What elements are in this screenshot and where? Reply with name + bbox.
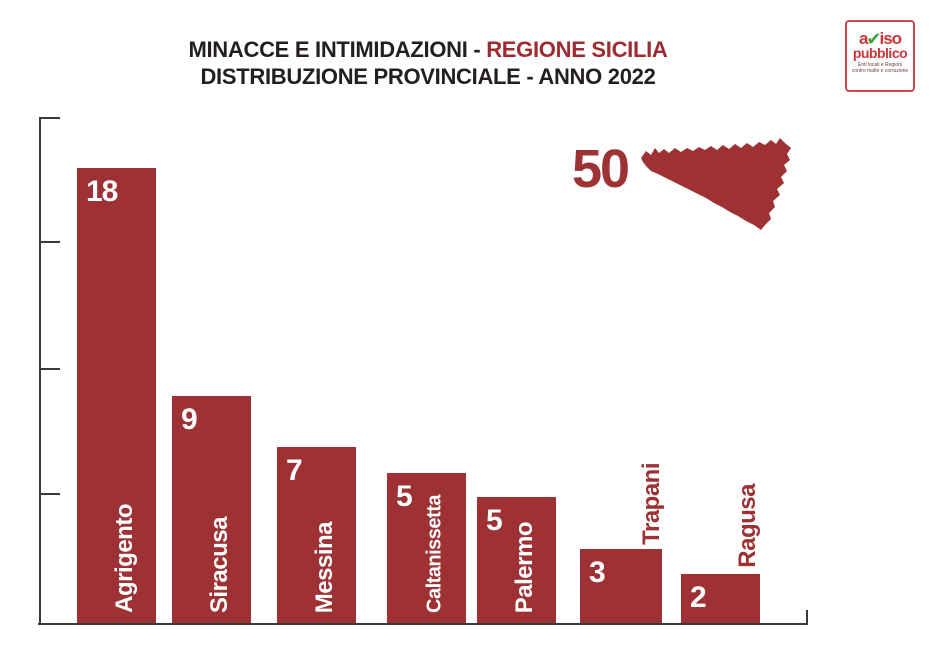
bar-value: 7	[286, 454, 303, 487]
bar-value: 5	[486, 504, 503, 537]
bar-value: 9	[181, 403, 198, 436]
bar-palermo: 5 Palermo	[477, 497, 556, 623]
avviso-pubblico-logo: a✔iso pubblico Enti locali e Regioni con…	[845, 20, 915, 92]
logo-letters-iso: iso	[879, 29, 903, 48]
logo-word-pubblico: pubblico	[852, 45, 908, 61]
y-axis	[39, 117, 41, 625]
bar-label: Siracusa	[205, 516, 233, 613]
logo-letter-a: a	[858, 29, 869, 48]
check-icon: ✔	[866, 29, 881, 50]
sicily-map-icon	[641, 138, 791, 230]
bar-siracusa: 9 Siracusa	[172, 396, 251, 623]
bar-value: 18	[86, 175, 118, 208]
bar-value: 2	[690, 581, 707, 614]
y-axis-tick-10	[41, 368, 60, 370]
y-axis-tick-5	[41, 493, 60, 495]
bar-label: Agrigento	[110, 504, 138, 613]
logo-word-avviso: a✔iso	[847, 29, 913, 49]
logo-tagline-line1: Enti locali e Regioni	[858, 62, 902, 68]
y-axis-tick-15	[41, 241, 60, 243]
bar-label: Caltanissetta	[423, 495, 445, 613]
page-title: MINACCE E INTIMIDAZIONI - REGIONE SICILI…	[0, 36, 856, 90]
bar-label: Ragusa	[734, 484, 761, 568]
title-line1: MINACCE E INTIMIDAZIONI - REGIONE SICILI…	[0, 36, 856, 63]
bar-messina: 7 Messina	[277, 447, 356, 623]
title-line2: DISTRIBUZIONE PROVINCIALE - ANNO 2022	[200, 64, 656, 89]
y-axis-tick-20	[41, 117, 60, 119]
logo-tagline-line2: contro mafie e corruzione	[851, 68, 909, 74]
logo-tagline: Enti locali e Regioni contro mafie e cor…	[847, 62, 913, 74]
bar-value: 5	[396, 480, 413, 513]
title-line1-red: REGIONE SICILIA	[486, 37, 668, 62]
bar-label: Messina	[310, 521, 338, 613]
bar-trapani: 3	[580, 549, 662, 623]
x-axis-end-tick	[806, 610, 808, 625]
bar-ragusa: 2	[681, 574, 760, 623]
total-value: 50	[572, 139, 630, 199]
title-line1-black: MINACCE E INTIMIDAZIONI -	[188, 37, 481, 62]
bar-value: 3	[589, 556, 606, 589]
bar-label: Palermo	[510, 521, 538, 613]
bar-label: Trapani	[638, 463, 665, 545]
x-axis	[38, 623, 808, 625]
bar-agrigento: 18 Agrigento	[77, 168, 156, 623]
bar-caltanissetta: 5 Caltanissetta	[387, 473, 466, 623]
